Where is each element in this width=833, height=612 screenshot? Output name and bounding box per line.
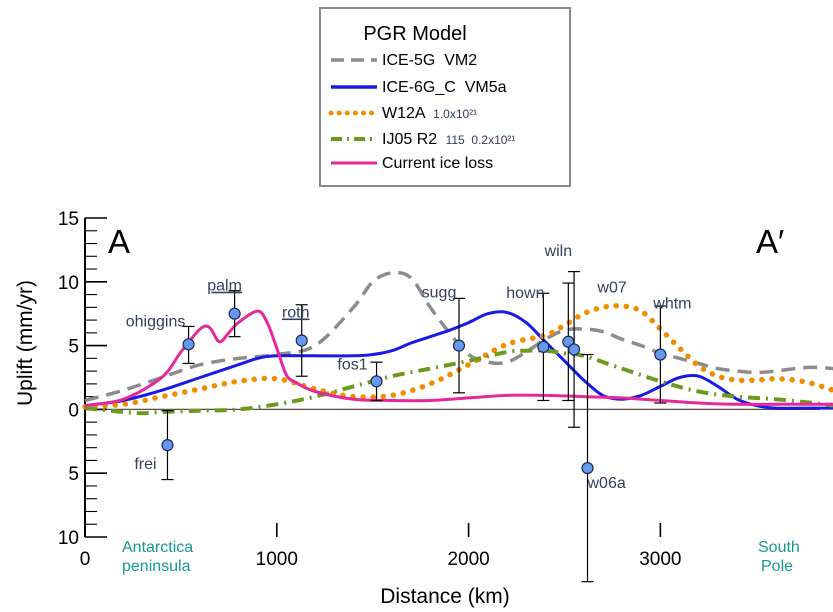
legend-label-ij05: IJ05 R2 115 0.2x10²¹ <box>382 131 515 148</box>
start-label: A <box>108 223 130 260</box>
legend-box <box>319 7 571 187</box>
station-point <box>537 340 550 353</box>
x-tick-label: 2000 <box>447 549 489 570</box>
legend-label-ice-loss: Current ice loss <box>382 155 493 172</box>
station-label: w07 <box>596 279 626 296</box>
series-line-3 <box>84 348 833 416</box>
gps-stations: ohiggins palm roth frei fos1 sugg hown wiln w07 w… <box>126 243 692 583</box>
region-label-right-1: South <box>758 539 800 556</box>
y-tick-label: 5 <box>68 464 79 485</box>
legend-label-ice5g-name: ICE-5G VM2 <box>382 52 477 69</box>
station-point <box>567 343 581 356</box>
station-label: sugg <box>422 285 457 302</box>
region-label-left-2: peninsula <box>122 558 191 575</box>
legend-label-ice6g: ICE-6G_C VM5a <box>382 79 507 96</box>
station-point <box>452 339 466 352</box>
station-point <box>654 348 667 361</box>
x-tick-label: 3000 <box>639 549 681 570</box>
station-label: ohiggins <box>126 313 186 330</box>
series-line-4 <box>84 309 833 408</box>
legend-label-w12a-name: W12A <box>382 105 426 122</box>
station-label: fos1 <box>337 356 367 373</box>
x-tick-label: 0 <box>80 549 91 570</box>
station-label: hown <box>506 285 544 302</box>
legend-label-ice-loss-name: Current ice loss <box>382 155 493 172</box>
station-label: wiln <box>544 243 573 260</box>
legend: PGR Model ICE-5G VM2 ICE-6G_C VM5a W12A … <box>319 7 571 187</box>
station-point <box>370 375 383 388</box>
legend-label-ij05-sub: 115 0.2x10²¹ <box>446 133 516 147</box>
station-point <box>228 307 241 320</box>
station-label: w06a <box>587 475 626 492</box>
y-tick-label: 10 <box>58 528 79 549</box>
station-point <box>182 338 195 351</box>
x-axis-label: Distance (km) <box>380 585 510 608</box>
legend-title: PGR Model <box>363 23 466 45</box>
legend-label-w12a: W12A 1.0x10²¹ <box>382 105 477 122</box>
legend-label-w12a-sub: 1.0x10²¹ <box>433 107 477 121</box>
y-tick-label: 10 <box>58 273 79 294</box>
end-label: A′ <box>756 223 784 260</box>
y-tick-label: 0 <box>68 400 79 421</box>
series-line-0 <box>84 270 833 403</box>
station-label: palm <box>207 278 242 295</box>
y-tick-label: 5 <box>68 337 79 358</box>
station-label: whtm <box>652 296 691 313</box>
y-tick-label: 15 <box>58 209 79 230</box>
station-label: roth <box>282 304 310 321</box>
station-point <box>295 334 308 347</box>
legend-label-ice5g: ICE-5G VM2 <box>382 52 477 69</box>
station-label: frei <box>134 456 156 473</box>
station-point <box>161 439 174 452</box>
series-line-1 <box>84 310 833 410</box>
x-tick-label: 1000 <box>256 549 298 570</box>
region-label-right-2: Pole <box>761 558 793 575</box>
series-lines <box>82 270 833 416</box>
region-label-left-1: Antarctica <box>122 539 193 556</box>
y-axis-label: Uplift (mm/yr) <box>14 280 37 406</box>
station-point <box>581 461 594 475</box>
legend-label-ice6g-name: ICE-6G_C VM5a <box>382 79 507 96</box>
legend-label-ij05-name: IJ05 R2 <box>382 131 437 148</box>
